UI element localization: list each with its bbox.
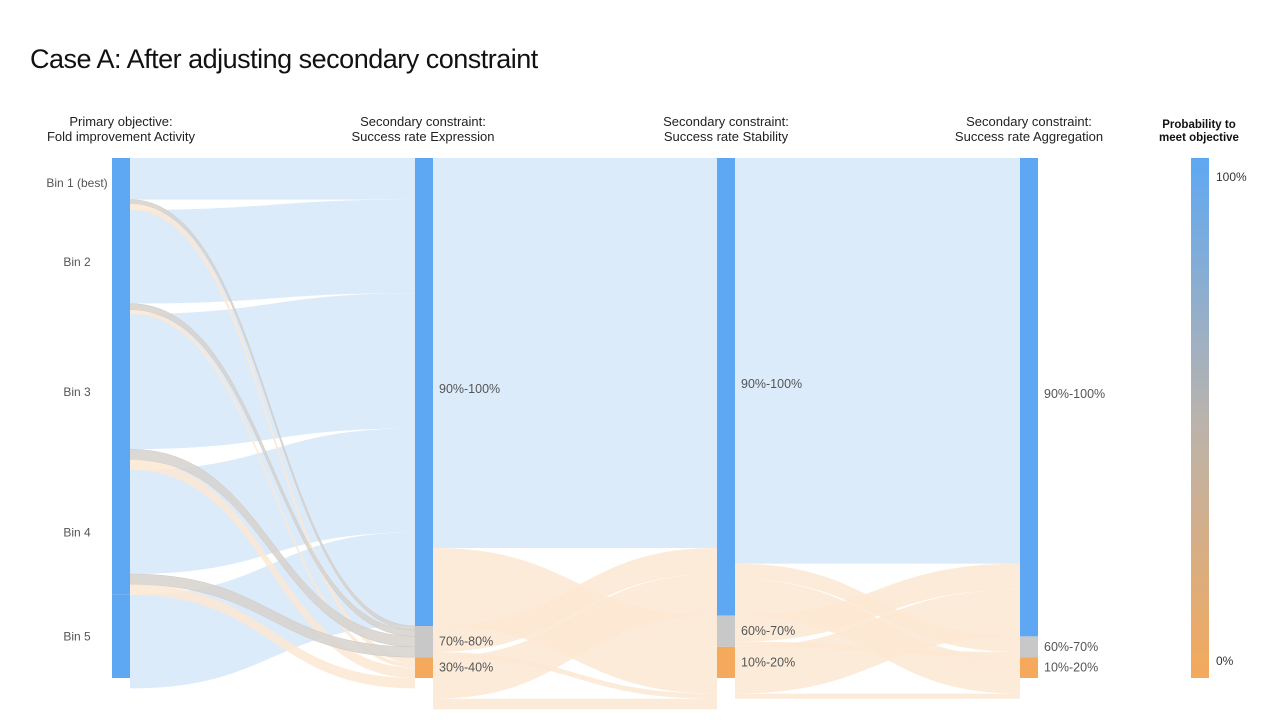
bin-node bbox=[112, 210, 130, 314]
page-title: Case A: After adjusting secondary constr… bbox=[30, 44, 538, 74]
sankey-link bbox=[433, 652, 717, 699]
range-node bbox=[415, 626, 433, 658]
range-node bbox=[717, 158, 735, 616]
bin-node bbox=[112, 158, 130, 210]
column-header: Fold improvement Activity bbox=[47, 129, 196, 144]
bin-label: Bin 4 bbox=[63, 525, 91, 539]
sankey-link bbox=[433, 158, 717, 548]
bin-label: Bin 5 bbox=[63, 629, 91, 643]
range-label: 90%-100% bbox=[741, 377, 802, 391]
range-label: 90%-100% bbox=[439, 382, 500, 396]
column-header: Success rate Stability bbox=[664, 129, 789, 144]
column-header: Secondary constraint: bbox=[966, 114, 1092, 129]
range-node bbox=[1020, 636, 1038, 658]
legend-gradient-bar bbox=[1191, 158, 1209, 678]
sankey-link bbox=[130, 584, 415, 689]
column-header: Secondary constraint: bbox=[360, 114, 486, 129]
sankey-link bbox=[130, 158, 415, 200]
range-node bbox=[1020, 657, 1038, 678]
bin-label: Bin 2 bbox=[63, 255, 91, 269]
range-label: 70%-80% bbox=[439, 635, 493, 649]
range-node bbox=[415, 657, 433, 678]
bin-label: Bin 1 (best) bbox=[46, 176, 107, 190]
sankey-links bbox=[129, 158, 1020, 710]
sankey-link bbox=[130, 459, 415, 678]
range-label: 30%-40% bbox=[439, 661, 493, 675]
sankey-link bbox=[130, 199, 415, 304]
sankey-link bbox=[433, 548, 717, 652]
range-label: 60%-70% bbox=[741, 624, 795, 638]
legend-title: Probability to bbox=[1162, 119, 1235, 131]
range-label: 60%-70% bbox=[1044, 640, 1098, 654]
sankey-link bbox=[735, 158, 1020, 564]
sankey-link bbox=[130, 203, 415, 664]
column-header: Success rate Aggregation bbox=[955, 129, 1103, 144]
legend-title: meet objective bbox=[1159, 132, 1239, 144]
range-node bbox=[717, 615, 735, 647]
sankey-link bbox=[130, 293, 415, 450]
sankey-link bbox=[735, 693, 1020, 699]
range-label: 10%-20% bbox=[741, 655, 795, 669]
legend-max-label: 100% bbox=[1216, 170, 1247, 184]
range-label: 10%-20% bbox=[1044, 661, 1098, 675]
range-label: 90%-100% bbox=[1044, 387, 1105, 401]
sankey-link bbox=[433, 574, 717, 699]
bin-node bbox=[112, 594, 130, 678]
sankey-link bbox=[130, 309, 415, 668]
sankey-link bbox=[433, 698, 717, 710]
column-header: Primary objective: bbox=[69, 114, 172, 129]
range-node bbox=[1020, 158, 1038, 637]
sankey-link bbox=[130, 428, 415, 574]
range-node bbox=[717, 646, 735, 678]
column-header: Secondary constraint: bbox=[663, 114, 789, 129]
range-node bbox=[415, 158, 433, 626]
bin-node bbox=[112, 314, 130, 470]
sankey-link bbox=[735, 563, 1020, 642]
legend-min-label: 0% bbox=[1216, 654, 1234, 668]
bin-node bbox=[112, 470, 130, 595]
column-header: Success rate Expression bbox=[351, 129, 494, 144]
bin-label: Bin 3 bbox=[63, 385, 91, 399]
sankey-link bbox=[735, 589, 1020, 694]
